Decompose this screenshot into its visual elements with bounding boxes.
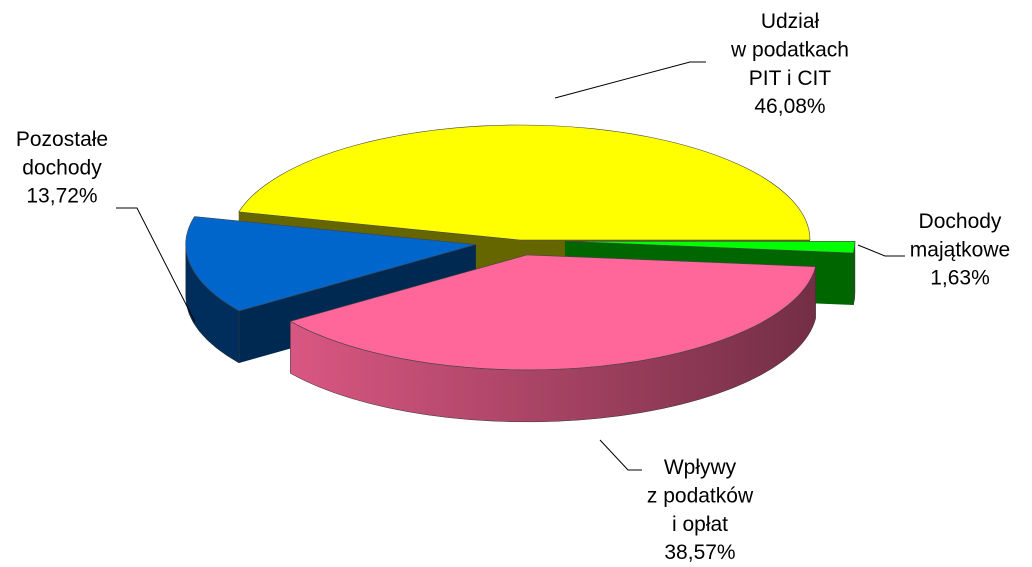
value-label: 1,63% [930, 267, 990, 290]
slice-label: Udział w podatkach PIT i CIT [730, 10, 849, 90]
value-label: 46,08% [754, 95, 825, 118]
slice [289, 254, 816, 371]
leader-line [599, 439, 642, 471]
slice [564, 240, 856, 254]
leader-line [116, 207, 196, 323]
leader-line [554, 61, 706, 99]
slice-label: Wpływy z podatków i opłat [647, 456, 754, 536]
value-label: 38,57% [664, 541, 735, 564]
leader-line [857, 244, 905, 257]
slice [238, 124, 811, 241]
value-label: 13,72% [26, 185, 97, 208]
slice-label: Dochody majątkowe [910, 210, 1010, 262]
slice-label: Pozostałe dochody [16, 128, 108, 180]
slice [185, 216, 476, 312]
